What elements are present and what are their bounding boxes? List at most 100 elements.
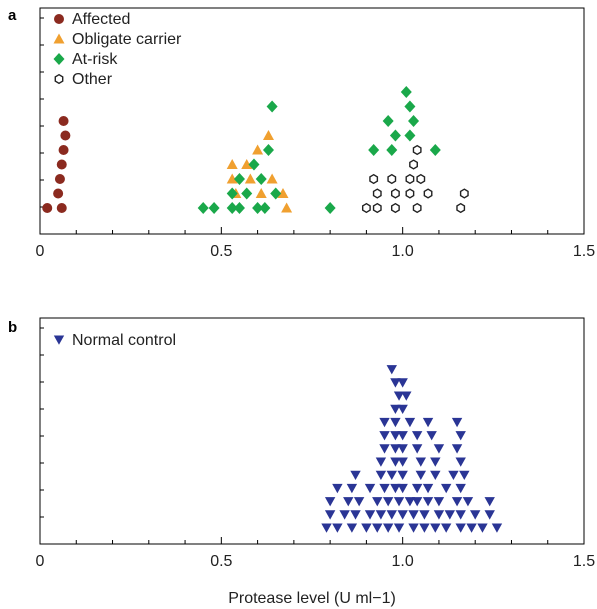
other-point xyxy=(412,202,422,214)
at-risk-point xyxy=(386,144,398,156)
obligate-carrier-point xyxy=(252,144,264,155)
normal-control-point xyxy=(448,470,459,480)
other-point xyxy=(405,173,415,185)
normal-control-point xyxy=(466,523,477,533)
normal-control-point xyxy=(390,417,401,428)
normal-control-point xyxy=(393,391,405,401)
normal-control-point xyxy=(339,510,350,520)
at-risk-point xyxy=(255,173,267,185)
at-risk-point xyxy=(241,187,253,200)
obligate-carrier-point xyxy=(281,202,293,213)
normal-control-point xyxy=(386,510,397,520)
normal-control-point xyxy=(404,497,416,507)
normal-control-point xyxy=(433,444,445,454)
other-point xyxy=(369,173,379,185)
at-risk-point xyxy=(233,202,245,214)
at-risk-point xyxy=(324,202,336,214)
normal-control-point xyxy=(390,378,401,388)
normal-control-point xyxy=(332,523,343,533)
other-point xyxy=(412,144,422,156)
at-risk-point xyxy=(429,144,441,156)
normal-control-point xyxy=(324,497,336,507)
normal-control-point xyxy=(324,510,336,520)
panel-b-chart: 0 0.5 1.0 1.5 Normal control xyxy=(36,317,595,570)
normal-control-point xyxy=(397,444,408,454)
at-risk-point xyxy=(252,202,264,214)
normal-control-point xyxy=(444,510,456,520)
panel-a-frame xyxy=(39,7,585,235)
normal-control-point xyxy=(386,365,397,375)
normal-control-point xyxy=(397,404,408,414)
normal-control-point xyxy=(375,510,387,520)
normal-control-point xyxy=(430,457,441,467)
other-point xyxy=(423,188,433,199)
normal-control-point xyxy=(484,497,495,507)
x-tick-label: 1.0 xyxy=(392,553,414,570)
other-point xyxy=(456,202,466,214)
normal-control-point xyxy=(397,431,408,441)
other-point xyxy=(361,202,371,214)
panel-b-frame xyxy=(39,317,585,545)
normal-control-point xyxy=(408,510,419,520)
x-tick-label: 1.5 xyxy=(573,243,595,260)
normal-control-point xyxy=(491,523,503,533)
normal-control-point xyxy=(372,523,383,533)
normal-control-point xyxy=(390,404,401,414)
x-tick-label: 1.0 xyxy=(392,243,414,260)
panel-b-marks xyxy=(321,365,503,533)
obligate-carrier-point xyxy=(226,173,238,184)
obligate-carrier-point xyxy=(266,173,278,184)
normal-control-point xyxy=(455,510,466,520)
normal-control-point xyxy=(353,497,365,507)
panel-b-x-axis: 0 0.5 1.0 1.5 xyxy=(36,327,595,570)
normal-control-point xyxy=(379,431,390,441)
normal-control-point xyxy=(379,483,390,494)
other-point xyxy=(387,173,397,185)
legend-normal-control-label: Normal control xyxy=(72,332,176,349)
other-point xyxy=(390,188,400,199)
at-risk-point xyxy=(382,115,394,127)
at-risk-point xyxy=(248,158,260,171)
affected-point xyxy=(56,159,67,170)
normal-control-point xyxy=(433,497,445,507)
normal-control-point xyxy=(426,431,437,441)
normal-control-point xyxy=(382,523,394,533)
panel-a-legend: Affected Obligate carrier At-risk Other xyxy=(53,11,182,88)
normal-control-point xyxy=(364,510,376,520)
affected-point xyxy=(58,145,69,155)
normal-control-point xyxy=(459,470,470,480)
at-risk-point xyxy=(208,202,220,214)
at-risk-point xyxy=(368,144,380,156)
normal-control-point xyxy=(372,497,383,507)
normal-control-point xyxy=(393,497,405,507)
legend-at-risk-marker xyxy=(53,53,65,65)
normal-control-point xyxy=(364,483,376,494)
at-risk-point xyxy=(270,187,282,200)
normal-control-point xyxy=(397,510,408,520)
normal-control-point xyxy=(484,510,495,520)
legend-affected-marker xyxy=(54,14,64,24)
normal-control-point xyxy=(343,497,354,507)
legend-other-label: Other xyxy=(72,71,113,88)
legend-affected-label: Affected xyxy=(72,11,130,28)
affected-point xyxy=(54,174,65,184)
normal-control-point xyxy=(411,431,423,441)
obligate-carrier-point xyxy=(226,159,238,169)
normal-control-point xyxy=(397,483,408,494)
normal-control-point xyxy=(440,483,452,494)
x-tick-label: 0.5 xyxy=(210,553,232,570)
normal-control-point xyxy=(411,483,423,494)
obligate-carrier-point xyxy=(244,173,256,184)
normal-control-point xyxy=(350,510,361,520)
x-tick-label: 0 xyxy=(36,243,45,260)
normal-control-point xyxy=(455,457,466,467)
obligate-carrier-point xyxy=(277,188,289,198)
other-point xyxy=(405,188,415,199)
normal-control-point xyxy=(422,483,434,494)
normal-control-point xyxy=(411,444,423,454)
panel-b-legend: Normal control xyxy=(53,332,176,349)
at-risk-point xyxy=(389,129,401,142)
at-risk-point xyxy=(404,100,416,113)
normal-control-point xyxy=(455,483,466,494)
affected-point xyxy=(58,116,69,126)
